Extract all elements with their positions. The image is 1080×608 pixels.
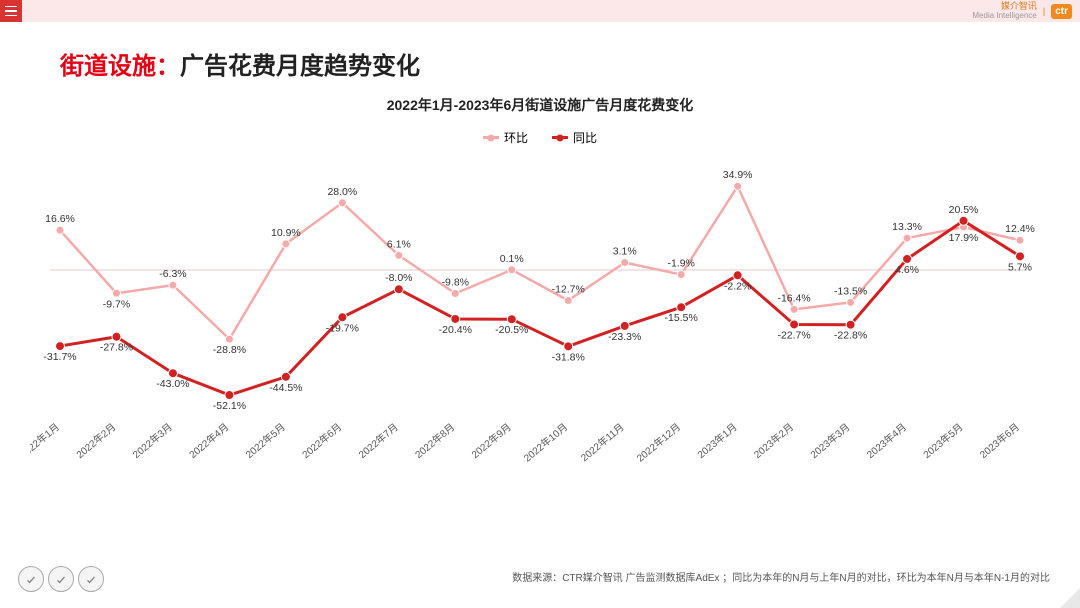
page-title: 街道设施： 广告花费月度趋势变化 xyxy=(0,22,1080,85)
svg-text:2022年1月: 2022年1月 xyxy=(30,420,62,461)
svg-text:-2.2%: -2.2% xyxy=(724,280,751,292)
svg-text:2022年8月: 2022年8月 xyxy=(412,420,457,461)
legend-swatch-hb xyxy=(483,136,499,139)
svg-text:-8.0%: -8.0% xyxy=(385,272,412,284)
svg-text:2022年12月: 2022年12月 xyxy=(634,420,683,464)
brand-en: Media Intelligence xyxy=(972,12,1036,21)
sgs-badge-icon xyxy=(78,566,104,592)
svg-text:-19.7%: -19.7% xyxy=(326,322,359,334)
svg-text:2022年5月: 2022年5月 xyxy=(243,420,288,461)
legend: 环比 同比 xyxy=(0,129,1080,146)
svg-text:-9.8%: -9.8% xyxy=(442,277,469,289)
svg-text:10.9%: 10.9% xyxy=(271,227,301,239)
svg-text:-15.5%: -15.5% xyxy=(665,312,698,324)
svg-text:12.4%: 12.4% xyxy=(1005,223,1035,235)
cert-badges xyxy=(18,566,104,592)
svg-text:5.7%: 5.7% xyxy=(1008,261,1032,273)
ctr-logo: ctr xyxy=(1051,4,1072,19)
svg-text:-9.7%: -9.7% xyxy=(103,298,130,310)
legend-label-hb: 环比 xyxy=(504,129,528,146)
brand-block: 媒介智讯 Media Intelligence | ctr xyxy=(972,2,1072,21)
svg-text:2023年6月: 2023年6月 xyxy=(977,420,1022,461)
svg-text:-44.5%: -44.5% xyxy=(269,382,302,394)
svg-text:28.0%: 28.0% xyxy=(327,186,357,198)
sgs-badge-icon xyxy=(48,566,74,592)
svg-text:-43.0%: -43.0% xyxy=(156,378,189,390)
legend-label-tb: 同比 xyxy=(573,129,597,146)
svg-text:2023年3月: 2023年3月 xyxy=(808,420,853,461)
svg-text:2022年9月: 2022年9月 xyxy=(469,420,514,461)
svg-text:-13.5%: -13.5% xyxy=(834,285,867,297)
svg-text:2022年4月: 2022年4月 xyxy=(186,420,231,461)
legend-item-tb: 同比 xyxy=(552,129,597,146)
svg-text:-52.1%: -52.1% xyxy=(213,400,246,412)
svg-text:20.5%: 20.5% xyxy=(949,204,979,216)
svg-text:-31.8%: -31.8% xyxy=(552,351,585,363)
svg-text:2023年4月: 2023年4月 xyxy=(864,420,909,461)
svg-text:6.1%: 6.1% xyxy=(387,238,411,250)
legend-swatch-tb xyxy=(552,136,568,139)
svg-text:2022年7月: 2022年7月 xyxy=(356,420,401,461)
page-corner-icon xyxy=(1060,588,1080,608)
svg-text:2023年1月: 2023年1月 xyxy=(695,420,740,461)
svg-text:-27.8%: -27.8% xyxy=(100,342,133,354)
svg-text:2022年3月: 2022年3月 xyxy=(130,420,175,461)
svg-text:0.1%: 0.1% xyxy=(500,253,524,265)
svg-text:16.6%: 16.6% xyxy=(45,213,75,225)
svg-text:-16.4%: -16.4% xyxy=(777,292,810,304)
svg-text:13.3%: 13.3% xyxy=(892,221,922,233)
title-highlight: 街道设施： xyxy=(60,46,180,81)
svg-text:-20.5%: -20.5% xyxy=(495,324,528,336)
svg-text:-22.7%: -22.7% xyxy=(777,329,810,341)
menu-icon[interactable] xyxy=(0,0,22,22)
svg-text:-23.3%: -23.3% xyxy=(608,331,641,343)
svg-text:2022年6月: 2022年6月 xyxy=(299,420,344,461)
data-source-note: 数据来源：CTR媒介智讯 广告监测数据库AdEx ；同比为本年的N月与上年N月的… xyxy=(512,569,1050,584)
top-header: 媒介智讯 Media Intelligence | ctr xyxy=(0,0,1080,22)
svg-text:2022年11月: 2022年11月 xyxy=(578,420,627,464)
svg-text:34.9%: 34.9% xyxy=(723,169,753,181)
svg-text:2023年5月: 2023年5月 xyxy=(920,420,965,461)
svg-text:3.1%: 3.1% xyxy=(613,246,637,258)
svg-text:17.9%: 17.9% xyxy=(949,232,979,244)
svg-text:-12.7%: -12.7% xyxy=(552,283,585,295)
svg-text:-6.3%: -6.3% xyxy=(159,268,186,280)
legend-item-hb: 环比 xyxy=(483,129,528,146)
chart-subtitle: 2022年1月-2023年6月街道设施广告月度花费变化 xyxy=(0,95,1080,115)
svg-text:-20.4%: -20.4% xyxy=(439,324,472,336)
title-main: 广告花费月度趋势变化 xyxy=(180,46,420,81)
svg-text:2022年2月: 2022年2月 xyxy=(73,420,118,461)
svg-text:4.6%: 4.6% xyxy=(895,264,919,276)
line-chart: 16.6% -9.7% -6.3% -28.8% 10.9% 28.0% 6.1% -9.8%… xyxy=(30,154,1050,474)
svg-text:-22.8%: -22.8% xyxy=(834,330,867,342)
svg-text:-28.8%: -28.8% xyxy=(213,344,246,356)
svg-text:-1.9%: -1.9% xyxy=(667,258,694,270)
sgs-badge-icon xyxy=(18,566,44,592)
svg-text:-31.7%: -31.7% xyxy=(43,351,76,363)
svg-text:2023年2月: 2023年2月 xyxy=(751,420,796,461)
svg-text:2022年10月: 2022年10月 xyxy=(521,420,570,464)
